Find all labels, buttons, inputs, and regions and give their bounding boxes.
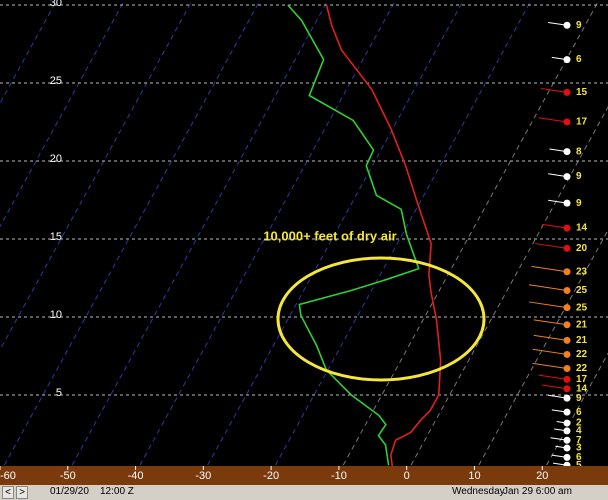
wind-dot xyxy=(563,148,571,156)
wind-barb xyxy=(533,319,568,326)
wind-barb xyxy=(534,243,568,249)
plot-background xyxy=(0,0,608,485)
y-tick-label: 5 xyxy=(56,387,62,399)
wind-barb xyxy=(531,265,568,273)
wind-barb xyxy=(532,362,568,369)
x-tick-label: -10 xyxy=(331,470,347,482)
profile-line xyxy=(325,4,442,470)
date: 01/29/20 xyxy=(50,486,89,497)
wind-speed: 6 xyxy=(576,54,582,65)
x-tick-label: -50 xyxy=(60,470,76,482)
wind-barb xyxy=(532,348,568,355)
y-tick-label: 20 xyxy=(50,153,62,165)
y-tick-label: 25 xyxy=(50,75,62,87)
grid: 5 10 15 20 25 30 xyxy=(0,0,608,399)
wind-barb xyxy=(528,284,568,291)
wind-speed: 7 xyxy=(576,435,582,446)
y-tick-label: 30 xyxy=(50,0,62,9)
annotation: 10,000+ feet of dry air xyxy=(263,228,396,243)
wind-dot xyxy=(563,244,571,252)
wind-speed: 9 xyxy=(576,393,582,404)
y-tick-label: 10 xyxy=(50,309,62,321)
time: 12:00 Z xyxy=(100,486,134,497)
wind-dot xyxy=(563,427,571,435)
wind-dot xyxy=(563,394,571,402)
wind-speed: 15 xyxy=(576,87,588,98)
profile-line xyxy=(287,4,420,466)
wind-speed: 4 xyxy=(576,426,582,437)
wind-dot xyxy=(563,419,571,427)
wind-dot xyxy=(563,350,571,358)
wind-speed: 23 xyxy=(576,266,588,277)
wind-speed: 14 xyxy=(576,223,588,234)
wind-dot xyxy=(563,364,571,372)
next-button[interactable]: > xyxy=(16,486,28,499)
wind-dot xyxy=(563,408,571,416)
wind-speed: 20 xyxy=(576,243,588,254)
x-tick-label: -30 xyxy=(195,470,211,482)
x-tick-label: -20 xyxy=(263,470,279,482)
wind-barb xyxy=(533,334,568,341)
wind-dot xyxy=(563,88,571,96)
x-tick-label: 10 xyxy=(468,470,480,482)
wind-dot xyxy=(563,444,571,452)
wind-speed: 9 xyxy=(576,171,582,182)
local-time: Jan 29 6:00 am xyxy=(503,486,572,497)
wind-dot xyxy=(563,268,571,276)
y-tick-label: 15 xyxy=(50,231,62,243)
wind-barb xyxy=(540,87,568,93)
wind-speed: 8 xyxy=(576,146,582,157)
weekday: Wednesday xyxy=(452,486,505,497)
wind-dot xyxy=(563,436,571,444)
wind-dot xyxy=(563,385,571,393)
wind-barb xyxy=(528,301,568,309)
x-axis: -60 -50 -40 -30 -20 -10 0 10 20 xyxy=(0,466,548,482)
wind-speed: 25 xyxy=(576,302,588,313)
wind-speed: 22 xyxy=(576,363,588,374)
wind-dot xyxy=(563,453,571,461)
wind-speed: 6 xyxy=(576,452,582,463)
wind-speed: 14 xyxy=(576,383,588,394)
wind-dot xyxy=(563,56,571,64)
wind-speed: 25 xyxy=(576,285,588,296)
wind-speed: 6 xyxy=(576,407,582,418)
wind-barb xyxy=(542,384,568,390)
highlight-ellipse xyxy=(276,256,486,382)
wind-dot xyxy=(563,304,571,312)
wind-dot xyxy=(563,375,571,383)
status-bar: < > 01/29/20 12:00 Z Wednesday Jan 29 6:… xyxy=(0,485,608,500)
wind-barb xyxy=(538,117,568,123)
wind-dot xyxy=(563,199,571,207)
wind-speed: 21 xyxy=(576,335,588,346)
wind-dot xyxy=(563,224,571,232)
wind-speed: 17 xyxy=(576,374,588,385)
prev-button[interactable]: < xyxy=(2,486,14,499)
wind-speed: 21 xyxy=(576,319,588,330)
wind-speed: 17 xyxy=(576,117,588,128)
wind-dot xyxy=(563,21,571,29)
x-axis-bar xyxy=(0,466,608,485)
x-tick-label: 0 xyxy=(404,470,410,482)
wind-speed: 9 xyxy=(576,198,582,209)
wind-speed: 2 xyxy=(576,418,582,429)
wind-speed: 22 xyxy=(576,349,588,360)
wind-dot xyxy=(563,173,571,181)
x-tick-label: -60 xyxy=(0,470,16,482)
profiles xyxy=(287,4,442,470)
wind-barb xyxy=(542,223,568,229)
wind-dot xyxy=(563,118,571,126)
wind-speed: 9 xyxy=(576,20,582,31)
x-tick-label: -40 xyxy=(128,470,144,482)
wind-speed: 5 xyxy=(576,460,582,471)
wind-speed: 3 xyxy=(576,443,582,454)
wind-dot xyxy=(563,286,571,294)
wind-barb xyxy=(538,374,568,380)
wind-dot xyxy=(563,336,571,344)
wind-barbs: 9615178991420232525212122221714962473654 xyxy=(528,20,588,479)
x-tick-label: 20 xyxy=(536,470,548,482)
wind-dot xyxy=(563,321,571,329)
